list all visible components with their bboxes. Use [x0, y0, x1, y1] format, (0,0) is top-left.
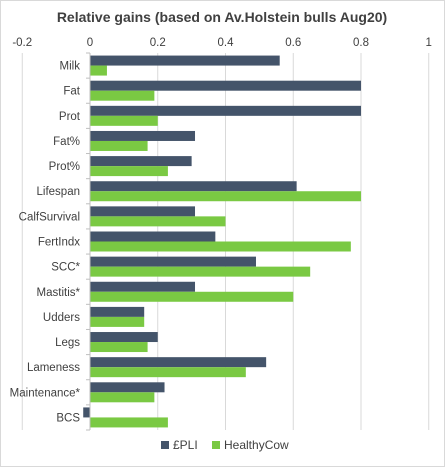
legend-swatch-healthycow [212, 441, 220, 449]
category-label: Udders [43, 312, 80, 324]
category-label: BCS [56, 412, 80, 424]
bar-pli [90, 206, 196, 217]
category-label: CalfSurvival [19, 211, 80, 223]
bar-pli [83, 407, 90, 418]
x-tick-label: 0.4 [218, 37, 235, 49]
category-label: Mastitis* [37, 287, 81, 299]
bar-healthycow [90, 65, 107, 76]
category-label: Lifespan [37, 186, 80, 198]
legend-label-healthycow: HealthyCow [224, 438, 289, 452]
category-axis [86, 52, 91, 431]
bar-healthycow [90, 241, 351, 252]
bar-healthycow [90, 316, 145, 327]
bar-healthycow [90, 216, 226, 227]
x-tick-label: 0.2 [150, 37, 166, 49]
bar-healthycow [90, 291, 294, 302]
bar-pli [90, 156, 192, 167]
category-label: Legs [55, 337, 80, 349]
bar-pli [90, 357, 267, 368]
bars [83, 55, 361, 428]
category-label: SCC* [51, 262, 80, 274]
bar-healthycow [90, 367, 246, 378]
x-tick-label: 1 [426, 37, 432, 49]
bar-healthycow [90, 191, 361, 202]
bar-pli [90, 281, 196, 292]
x-axis-tick-labels: -0.2 0 0.2 0.4 0.6 0.8 1 [12, 37, 432, 49]
chart-title: Relative gains (based on Av.Holstein bul… [57, 9, 387, 25]
x-tick-label: 0.6 [285, 37, 301, 49]
x-tick-label: -0.2 [12, 37, 32, 49]
category-label: Lameness [27, 362, 80, 374]
x-tick-label: 0 [87, 37, 93, 49]
category-label: Prot [59, 111, 81, 123]
category-label: Fat [63, 86, 80, 98]
legend-swatch-pli [161, 441, 169, 449]
bar-pli [90, 382, 165, 393]
bar-healthycow [90, 342, 148, 353]
bar-pli [90, 80, 361, 91]
x-tick-label: 0.8 [353, 37, 369, 49]
bar-pli [90, 181, 297, 192]
legend: £PLI HealthyCow [161, 438, 289, 452]
bar-healthycow [90, 392, 155, 403]
bar-healthycow [90, 266, 311, 277]
bar-healthycow [90, 417, 168, 428]
bar-pli [90, 332, 158, 343]
category-label: FertIndx [38, 237, 80, 249]
bar-pli [90, 105, 361, 116]
bar-pli [90, 256, 256, 267]
bar-healthycow [90, 90, 155, 101]
legend-label-pli: £PLI [173, 438, 198, 452]
category-label: Milk [60, 61, 81, 73]
bar-healthycow [90, 115, 158, 126]
bar-healthycow [90, 166, 168, 177]
category-labels: Milk Fat Prot Fat% Prot% Lifespan CalfSurvival… [10, 61, 81, 425]
category-label: Prot% [49, 161, 80, 173]
category-label: Maintenance* [10, 387, 81, 399]
bar-pli [90, 231, 216, 242]
bar-pli [90, 306, 145, 317]
bar-pli [90, 55, 280, 66]
category-label: Fat% [53, 136, 80, 148]
bar-healthycow [90, 140, 148, 151]
bar-pli [90, 130, 196, 141]
